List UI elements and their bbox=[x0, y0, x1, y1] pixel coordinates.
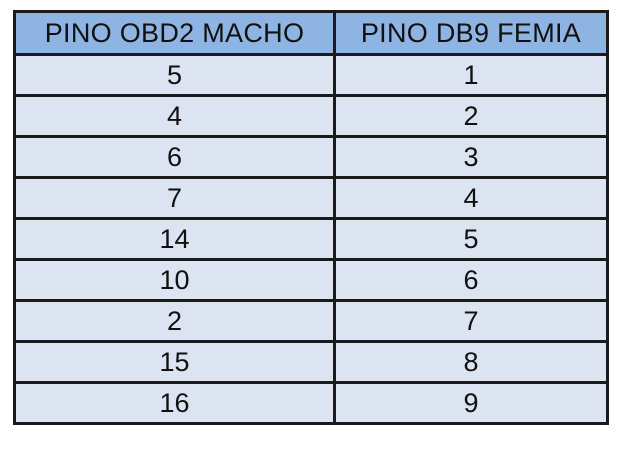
db9-pin-cell: 7 bbox=[333, 299, 609, 343]
db9-pin-cell: 5 bbox=[333, 217, 609, 261]
table-row: 2 7 bbox=[13, 299, 609, 343]
table-row: 7 4 bbox=[13, 176, 609, 220]
obd2-pin-cell: 2 bbox=[13, 299, 336, 343]
table-body: 5 1 4 2 6 3 7 4 14 5 10 6 2 7 15 8 bbox=[13, 53, 609, 425]
header-db9-pin: PINO DB9 FEMIA bbox=[333, 10, 609, 56]
table-row: 10 6 bbox=[13, 258, 609, 302]
obd2-pin-cell: 15 bbox=[13, 340, 336, 384]
table-header: PINO OBD2 MACHO PINO DB9 FEMIA bbox=[13, 10, 609, 56]
obd2-pin-cell: 10 bbox=[13, 258, 336, 302]
db9-pin-cell: 6 bbox=[333, 258, 609, 302]
db9-pin-cell: 8 bbox=[333, 340, 609, 384]
table-row: 6 3 bbox=[13, 135, 609, 179]
table-row: 5 1 bbox=[13, 53, 609, 97]
header-row: PINO OBD2 MACHO PINO DB9 FEMIA bbox=[13, 10, 609, 56]
obd2-pin-cell: 16 bbox=[13, 381, 336, 425]
db9-pin-cell: 2 bbox=[333, 94, 609, 138]
obd2-pin-cell: 5 bbox=[13, 53, 336, 97]
table-row: 16 9 bbox=[13, 381, 609, 425]
db9-pin-cell: 3 bbox=[333, 135, 609, 179]
header-obd2-pin: PINO OBD2 MACHO bbox=[13, 10, 336, 56]
table-row: 4 2 bbox=[13, 94, 609, 138]
obd2-pin-cell: 6 bbox=[13, 135, 336, 179]
table-row: 14 5 bbox=[13, 217, 609, 261]
obd2-pin-cell: 14 bbox=[13, 217, 336, 261]
obd2-pin-cell: 4 bbox=[13, 94, 336, 138]
db9-pin-cell: 1 bbox=[333, 53, 609, 97]
pin-mapping-table: PINO OBD2 MACHO PINO DB9 FEMIA 5 1 4 2 6… bbox=[13, 10, 609, 425]
db9-pin-cell: 9 bbox=[333, 381, 609, 425]
db9-pin-cell: 4 bbox=[333, 176, 609, 220]
obd2-pin-cell: 7 bbox=[13, 176, 336, 220]
table-row: 15 8 bbox=[13, 340, 609, 384]
